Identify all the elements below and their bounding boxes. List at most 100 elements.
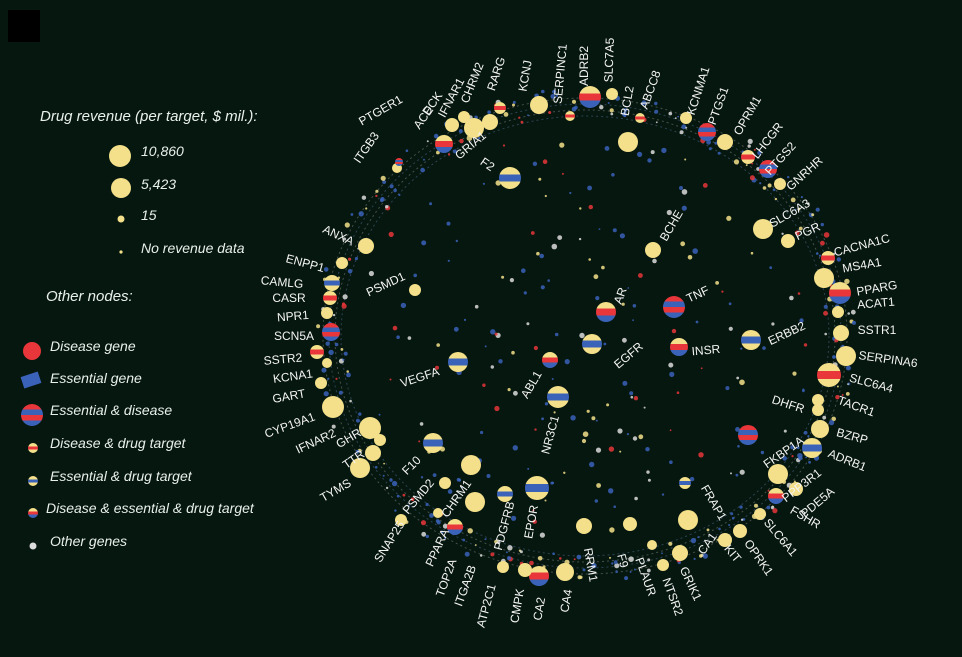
background-node bbox=[440, 530, 444, 534]
background-node bbox=[332, 313, 336, 317]
background-node bbox=[420, 167, 425, 173]
background-node bbox=[604, 146, 610, 151]
legend-marker-5423 bbox=[111, 178, 131, 198]
background-node bbox=[792, 371, 797, 376]
background-node bbox=[507, 545, 513, 551]
background-node bbox=[346, 370, 350, 373]
background-node bbox=[629, 391, 634, 396]
node-plaur bbox=[647, 540, 657, 550]
label-camlg: CAMLG bbox=[260, 273, 304, 291]
label-bche: BCHE bbox=[657, 208, 686, 244]
background-node bbox=[420, 520, 427, 526]
background-node bbox=[435, 365, 439, 370]
background-node bbox=[570, 415, 576, 421]
background-node bbox=[767, 489, 770, 492]
background-node bbox=[749, 175, 755, 181]
background-node bbox=[728, 326, 733, 331]
background-node bbox=[622, 337, 627, 343]
background-node bbox=[591, 416, 596, 421]
node-atp2c1 bbox=[497, 561, 509, 573]
legend-other-title: Other nodes: bbox=[46, 288, 133, 305]
background-node bbox=[747, 144, 751, 148]
background-node bbox=[629, 570, 632, 573]
background-node bbox=[745, 164, 748, 167]
background-node bbox=[551, 378, 554, 380]
background-node bbox=[632, 436, 638, 441]
background-node bbox=[536, 251, 540, 256]
background-node bbox=[674, 117, 677, 120]
background-node bbox=[702, 183, 708, 188]
background-node bbox=[699, 554, 703, 558]
label-gart: GART bbox=[271, 386, 307, 406]
node-slc6a4 bbox=[817, 363, 841, 387]
legend-marker-essential-drug bbox=[28, 476, 38, 486]
background-node bbox=[389, 378, 392, 381]
background-node bbox=[823, 310, 828, 316]
background-node bbox=[623, 114, 627, 118]
background-node bbox=[798, 455, 803, 461]
label-bzrp: BZRP bbox=[835, 425, 870, 447]
background-node bbox=[791, 455, 794, 458]
background-node bbox=[385, 205, 389, 209]
label-cacna1c: CACNA1C bbox=[832, 231, 891, 259]
background-node bbox=[569, 191, 572, 195]
background-node bbox=[796, 446, 800, 450]
label-bcl2: BCL2 bbox=[618, 85, 637, 117]
background-node bbox=[555, 94, 559, 98]
label-adrb1: ADRB1 bbox=[826, 446, 869, 474]
background-node bbox=[835, 395, 840, 400]
background-node bbox=[818, 254, 822, 257]
background-node bbox=[751, 162, 754, 165]
background-node bbox=[407, 505, 410, 507]
node-ca2 bbox=[529, 566, 549, 586]
label-ms4a1: MS4A1 bbox=[841, 255, 883, 276]
background-node bbox=[581, 438, 587, 444]
node-erbb2 bbox=[741, 330, 761, 350]
background-node bbox=[474, 304, 479, 309]
node-kcnj bbox=[530, 96, 548, 114]
background-node bbox=[375, 194, 378, 198]
background-node bbox=[464, 551, 470, 557]
background-node bbox=[365, 207, 368, 210]
background-node bbox=[579, 332, 585, 339]
background-node bbox=[740, 347, 743, 350]
background-node bbox=[474, 544, 477, 546]
background-node bbox=[413, 273, 418, 278]
background-node bbox=[647, 558, 651, 562]
background-node bbox=[484, 345, 487, 348]
background-node bbox=[389, 478, 393, 482]
background-node bbox=[654, 109, 659, 114]
label-sstr2: SSTR2 bbox=[263, 350, 303, 367]
node-f10 bbox=[423, 433, 443, 453]
background-node bbox=[706, 139, 711, 145]
background-node bbox=[598, 228, 601, 231]
background-node bbox=[532, 509, 535, 512]
node-abcc8 bbox=[635, 113, 645, 123]
background-node bbox=[356, 418, 360, 423]
background-node bbox=[721, 290, 724, 293]
background-node bbox=[593, 274, 599, 280]
background-node bbox=[831, 416, 836, 422]
background-node bbox=[668, 541, 673, 546]
background-node bbox=[335, 377, 338, 380]
label-ca4: CA4 bbox=[557, 588, 575, 614]
background-node bbox=[482, 182, 485, 185]
node-sstr2 bbox=[310, 345, 324, 359]
background-node bbox=[614, 563, 620, 569]
legend-essential-drug: Essential & drug target bbox=[50, 468, 192, 484]
background-node bbox=[609, 556, 611, 559]
background-node bbox=[368, 270, 374, 277]
background-node bbox=[510, 515, 517, 521]
background-node bbox=[661, 552, 663, 555]
node-snap25 bbox=[395, 514, 407, 526]
label-snap25: SNAP25 bbox=[371, 518, 407, 565]
background-node bbox=[760, 450, 765, 455]
background-node bbox=[603, 342, 607, 346]
background-node bbox=[681, 205, 687, 211]
background-node bbox=[654, 101, 658, 106]
background-node bbox=[762, 346, 766, 350]
node-pdgfrb bbox=[497, 486, 513, 502]
background-node bbox=[391, 480, 398, 487]
background-node bbox=[538, 177, 542, 181]
background-node bbox=[410, 497, 415, 502]
